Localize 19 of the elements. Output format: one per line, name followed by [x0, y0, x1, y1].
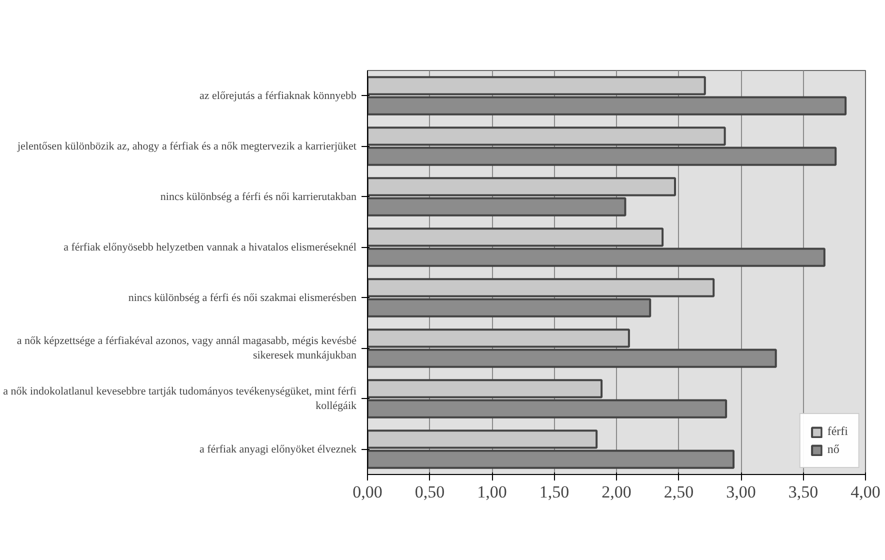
y-tick-label: a férfiak anyagi előnyöket élveznek — [200, 443, 357, 456]
y-tick-label: a férfiak előnyösebb helyzetben vannak a hivatalos elismeréseknél — [64, 241, 357, 254]
x-tick-label: 1,00 — [477, 482, 507, 502]
x-tick-label: 0,00 — [352, 482, 382, 502]
legend-label: férfi — [827, 424, 848, 439]
y-tick-label: nincs különbség a férfi és női karrierutakban — [160, 190, 357, 203]
x-tick-label: 2,50 — [664, 482, 694, 502]
x-tick-label: 0,50 — [414, 482, 445, 502]
x-tick-label: 2,00 — [602, 482, 632, 502]
y-tick-label: a nők képzettsége a férfiakéval azonos, vagy annál magasabb, mégis kevésbé sikeresek munkájukban — [16, 335, 357, 362]
x-tick-label: 3,50 — [788, 482, 818, 502]
y-tick-label: az előrejutás a férfiaknak könnyebb — [200, 90, 357, 102]
y-tick-label: jelentősen különbözik az, ahogy a férfiak és a nők megtervezik a karrierjüket — [16, 140, 357, 152]
x-tick-label: 1,50 — [539, 482, 570, 502]
x-tick-label: 3,00 — [726, 482, 756, 502]
y-tick-label: a nők indokolatlanul kevesebbre tartják tudományos tevékenységüket, mint férfi kollégáik — [3, 386, 357, 412]
y-tick-label: nincs különbség a férfi és női szakmai elismerésben — [128, 292, 357, 304]
x-tick-label: 4,00 — [850, 482, 880, 502]
legend-label: nő — [827, 442, 840, 457]
